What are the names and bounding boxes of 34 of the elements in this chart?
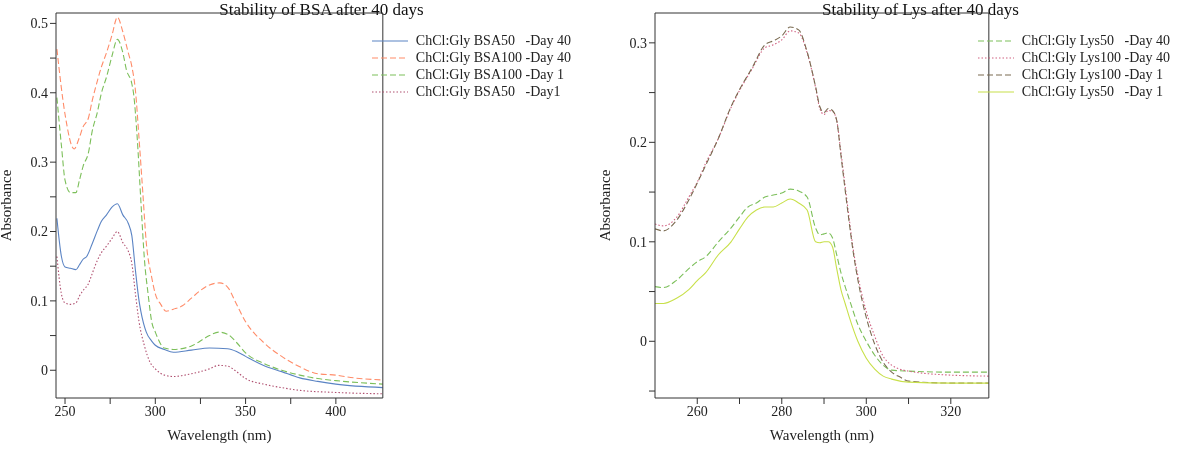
- y-tick-label: 0.2: [30, 224, 48, 240]
- legend-label: ChCl:Gly Lys100 -Day 40: [1021, 49, 1170, 66]
- y-tick-label: 0.5: [30, 16, 48, 32]
- chart-title: Stability of Lys after 40 days: [821, 0, 1020, 20]
- chart-title: Stability of BSA after 40 days: [218, 0, 425, 20]
- y-tick-label: 0.1: [30, 293, 48, 309]
- y-tick-label: 0.2: [629, 135, 647, 151]
- x-axis-title: Wavelength (nm): [769, 427, 875, 444]
- x-tick-label: 300: [855, 403, 877, 419]
- line-series: [56, 203, 383, 389]
- x-tick-label: 320: [940, 403, 962, 419]
- legend-label: ChCl:Gly Lys100 -Day 1: [1021, 66, 1163, 83]
- x-axis-title: Wavelength (nm): [167, 427, 272, 444]
- y-tick-label: 0.3: [629, 35, 647, 51]
- y-axis-title: Absorbance: [597, 169, 614, 242]
- y-tick-label: 0.3: [30, 155, 48, 171]
- x-tick-label: 260: [686, 403, 708, 419]
- legend-label: ChCl:Gly BSA50 -Day 40: [415, 32, 571, 49]
- y-tick-label: 0.4: [30, 85, 48, 101]
- legend-label: ChCl:Gly Lys50 -Day 40: [1021, 32, 1170, 49]
- y-tick-label: 0: [640, 334, 647, 350]
- legend-label: ChCl:Gly Lys50 -Day 1: [1021, 83, 1163, 100]
- y-tick-label: 0: [41, 363, 48, 379]
- legend-label: ChCl:Gly BSA50 -Day1: [415, 83, 561, 100]
- x-tick-label: 280: [771, 403, 793, 419]
- y-axis-title: Absorbance: [0, 169, 15, 242]
- line-series: [56, 230, 383, 395]
- x-tick-label: 300: [144, 403, 166, 419]
- x-tick-label: 250: [54, 403, 76, 419]
- x-tick-label: 350: [235, 403, 257, 419]
- x-tick-label: 400: [325, 403, 347, 419]
- legend-label: ChCl:Gly BSA100 -Day 40: [415, 49, 571, 66]
- legend-label: ChCl:Gly BSA100 -Day 1: [415, 66, 564, 83]
- y-tick-label: 0.1: [629, 234, 647, 250]
